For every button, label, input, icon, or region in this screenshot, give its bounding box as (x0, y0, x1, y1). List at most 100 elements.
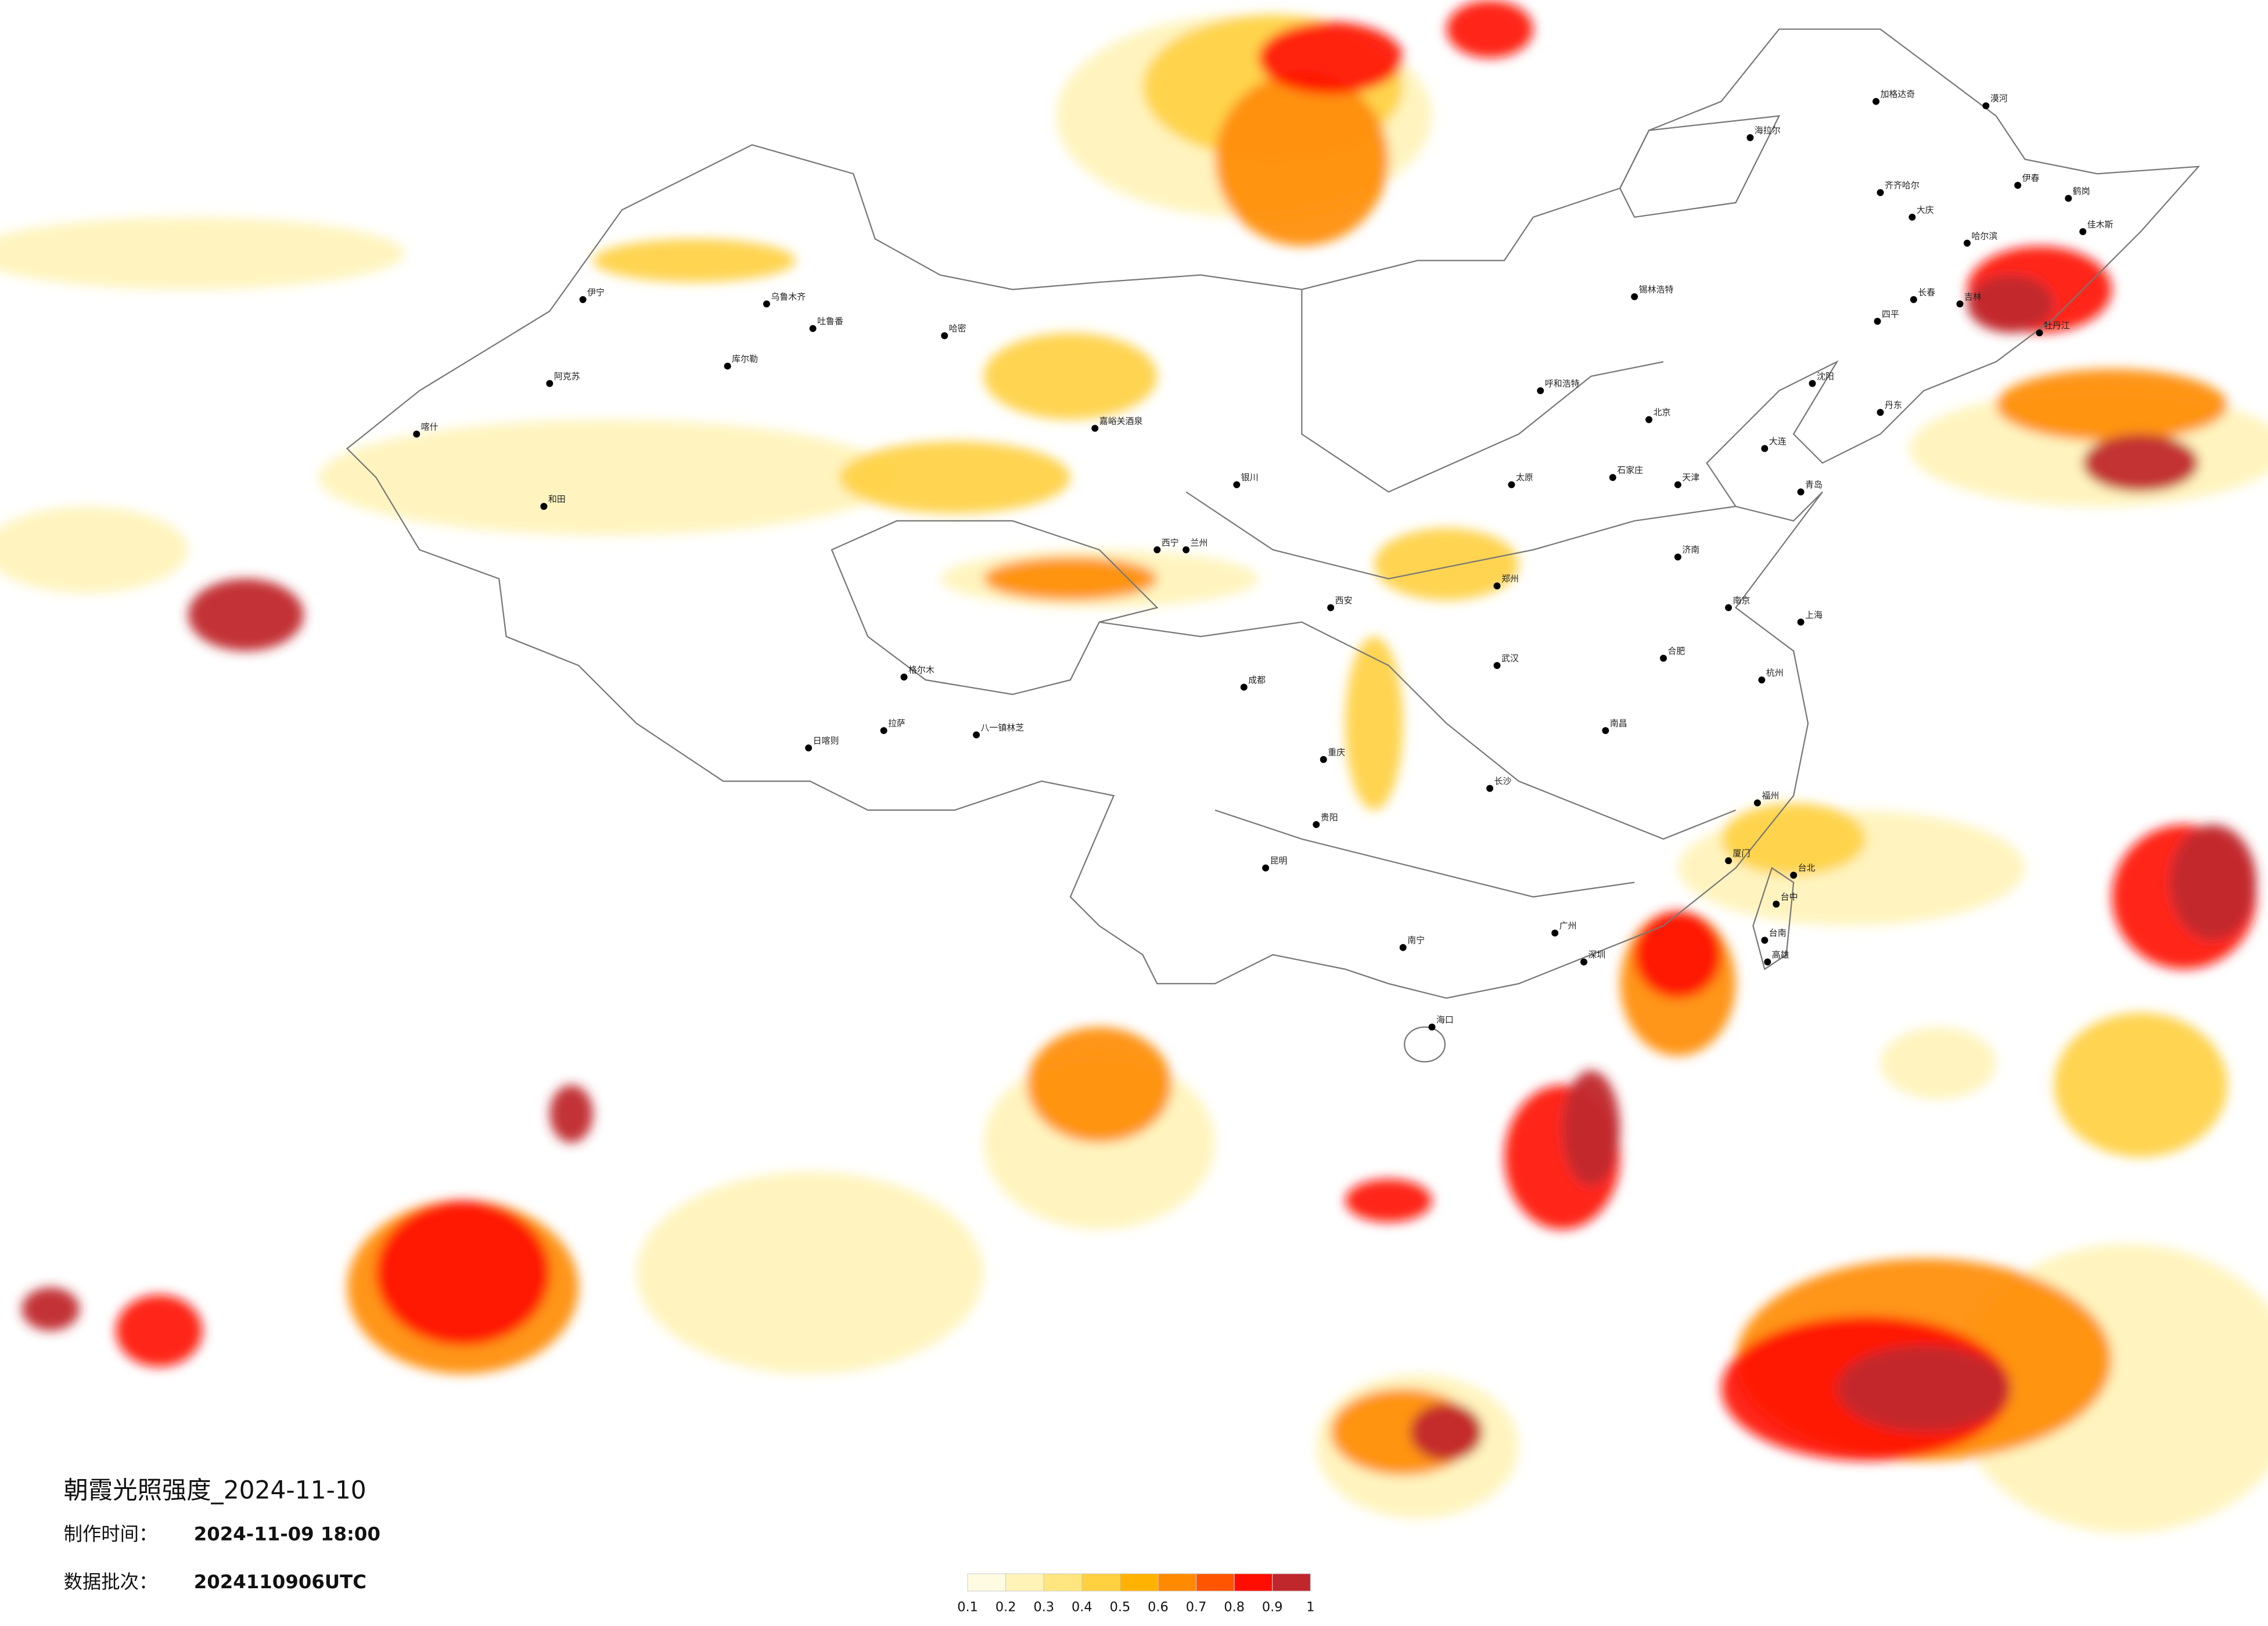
city-label: 郑州 (1501, 574, 1519, 584)
city-marker (1631, 293, 1638, 300)
map-title: 朝霞光照强度_2024-11-10 (64, 1476, 366, 1504)
city-marker (1874, 318, 1881, 325)
intensity-field (0, 0, 2268, 1534)
legend: 0.1 0.2 0.3 0.4 0.5 0.6 0.7 0.8 0.9 1 (957, 1573, 1314, 1615)
city-marker (1493, 582, 1501, 589)
city-label: 南昌 (1610, 718, 1627, 729)
legend-tick-label: 1 (1306, 1600, 1314, 1615)
city-label: 济南 (1682, 545, 1699, 555)
city-label: 西安 (1335, 595, 1353, 606)
city-marker (1725, 857, 1733, 865)
city-marker (1764, 958, 1771, 966)
city-label: 深圳 (1588, 949, 1605, 960)
city-marker (1609, 474, 1616, 481)
city-label: 八一镇林芝 (981, 722, 1025, 733)
city-marker (1790, 872, 1798, 879)
city-label: 长沙 (1494, 776, 1512, 786)
legend-swatch (967, 1573, 1007, 1592)
city-marker (1746, 134, 1754, 141)
city-marker (1910, 296, 1917, 303)
city-marker (973, 731, 980, 739)
city-marker (1327, 604, 1335, 611)
city-label: 南京 (1733, 595, 1751, 606)
city-label: 哈密 (949, 323, 966, 334)
city-label: 长春 (1918, 287, 1935, 297)
legend-swatch (1272, 1573, 1311, 1592)
city-label: 南宁 (1407, 935, 1425, 945)
city-label: 石家庄 (1617, 465, 1643, 476)
city-marker (579, 296, 587, 303)
city-marker (1399, 944, 1407, 951)
city-marker (1674, 481, 1681, 488)
city-label: 西宁 (1162, 537, 1179, 548)
legend-swatch (1043, 1573, 1083, 1592)
city-label: 呼和浩特 (1545, 378, 1580, 388)
city-marker (1313, 821, 1320, 828)
city-marker (1761, 937, 1769, 944)
city-marker (900, 673, 908, 681)
city-label: 加格达奇 (1881, 89, 1915, 99)
legend-tick-label: 0.1 (957, 1600, 978, 1615)
city-label: 日喀则 (813, 735, 839, 746)
city-label: 伊宁 (587, 287, 605, 297)
city-label: 鹤岗 (2073, 186, 2090, 196)
city-label: 台北 (1798, 863, 1816, 873)
city-marker (809, 325, 817, 332)
city-marker (1551, 929, 1559, 937)
city-marker (1240, 684, 1248, 691)
city-label: 牡丹江 (2044, 321, 2070, 331)
city-marker (763, 300, 770, 308)
city-marker (1233, 481, 1241, 488)
legend-tick-label: 0.6 (1148, 1600, 1169, 1615)
city-marker (880, 727, 887, 735)
city-label: 漠河 (1990, 93, 2008, 104)
city-label: 阿克苏 (554, 371, 580, 382)
legend-tick-label: 0.4 (1072, 1600, 1092, 1615)
info-label: 制作时间： (64, 1523, 158, 1545)
city-marker (1262, 864, 1270, 872)
city-label: 武汉 (1501, 653, 1519, 664)
city-label: 锡林浩特 (1639, 284, 1674, 294)
city-label: 和田 (548, 494, 566, 505)
city-label: 北京 (1654, 407, 1671, 418)
city-marker (724, 362, 731, 370)
city-label: 太原 (1516, 472, 1533, 483)
city-marker (1773, 900, 1780, 908)
city-label: 哈尔滨 (1971, 231, 1997, 241)
city-marker (1753, 799, 1761, 807)
city-label: 伊春 (2022, 173, 2040, 184)
city-label: 库尔勒 (732, 354, 758, 364)
city-marker (1964, 239, 1971, 247)
city-label: 贵阳 (1321, 812, 1338, 822)
city-label: 海拉尔 (1755, 125, 1781, 135)
city-marker (1908, 213, 1916, 221)
city-marker (1486, 785, 1494, 792)
city-marker (1877, 189, 1884, 196)
city-label: 乌鲁木齐 (771, 292, 806, 302)
city-marker (1580, 958, 1588, 966)
city-label: 四平 (1882, 309, 1899, 319)
city-marker (2065, 195, 2072, 202)
city-label: 嘉峪关酒泉 (1099, 416, 1143, 426)
city-marker (1645, 416, 1653, 423)
city-label: 青岛 (1805, 480, 1823, 490)
legend-tick-label: 0.3 (1033, 1600, 1054, 1615)
city-label: 昆明 (1270, 855, 1288, 866)
city-marker (1182, 546, 1190, 553)
city-label: 大连 (1769, 436, 1787, 447)
city-marker (1797, 618, 1805, 626)
legend-swatch (1158, 1573, 1197, 1592)
city-label: 重庆 (1328, 747, 1345, 757)
city-marker (2014, 182, 2022, 189)
city-label: 杭州 (1766, 667, 1784, 678)
city-label: 广州 (1559, 920, 1577, 931)
city-marker (1725, 604, 1733, 611)
city-label: 格尔木 (908, 664, 934, 675)
legend-tick-label: 0.7 (1186, 1600, 1207, 1615)
city-marker (1660, 654, 1667, 662)
city-label: 吉林 (1964, 292, 1982, 302)
legend-tick-label: 0.8 (1224, 1600, 1245, 1615)
country-outline (346, 28, 2201, 1063)
